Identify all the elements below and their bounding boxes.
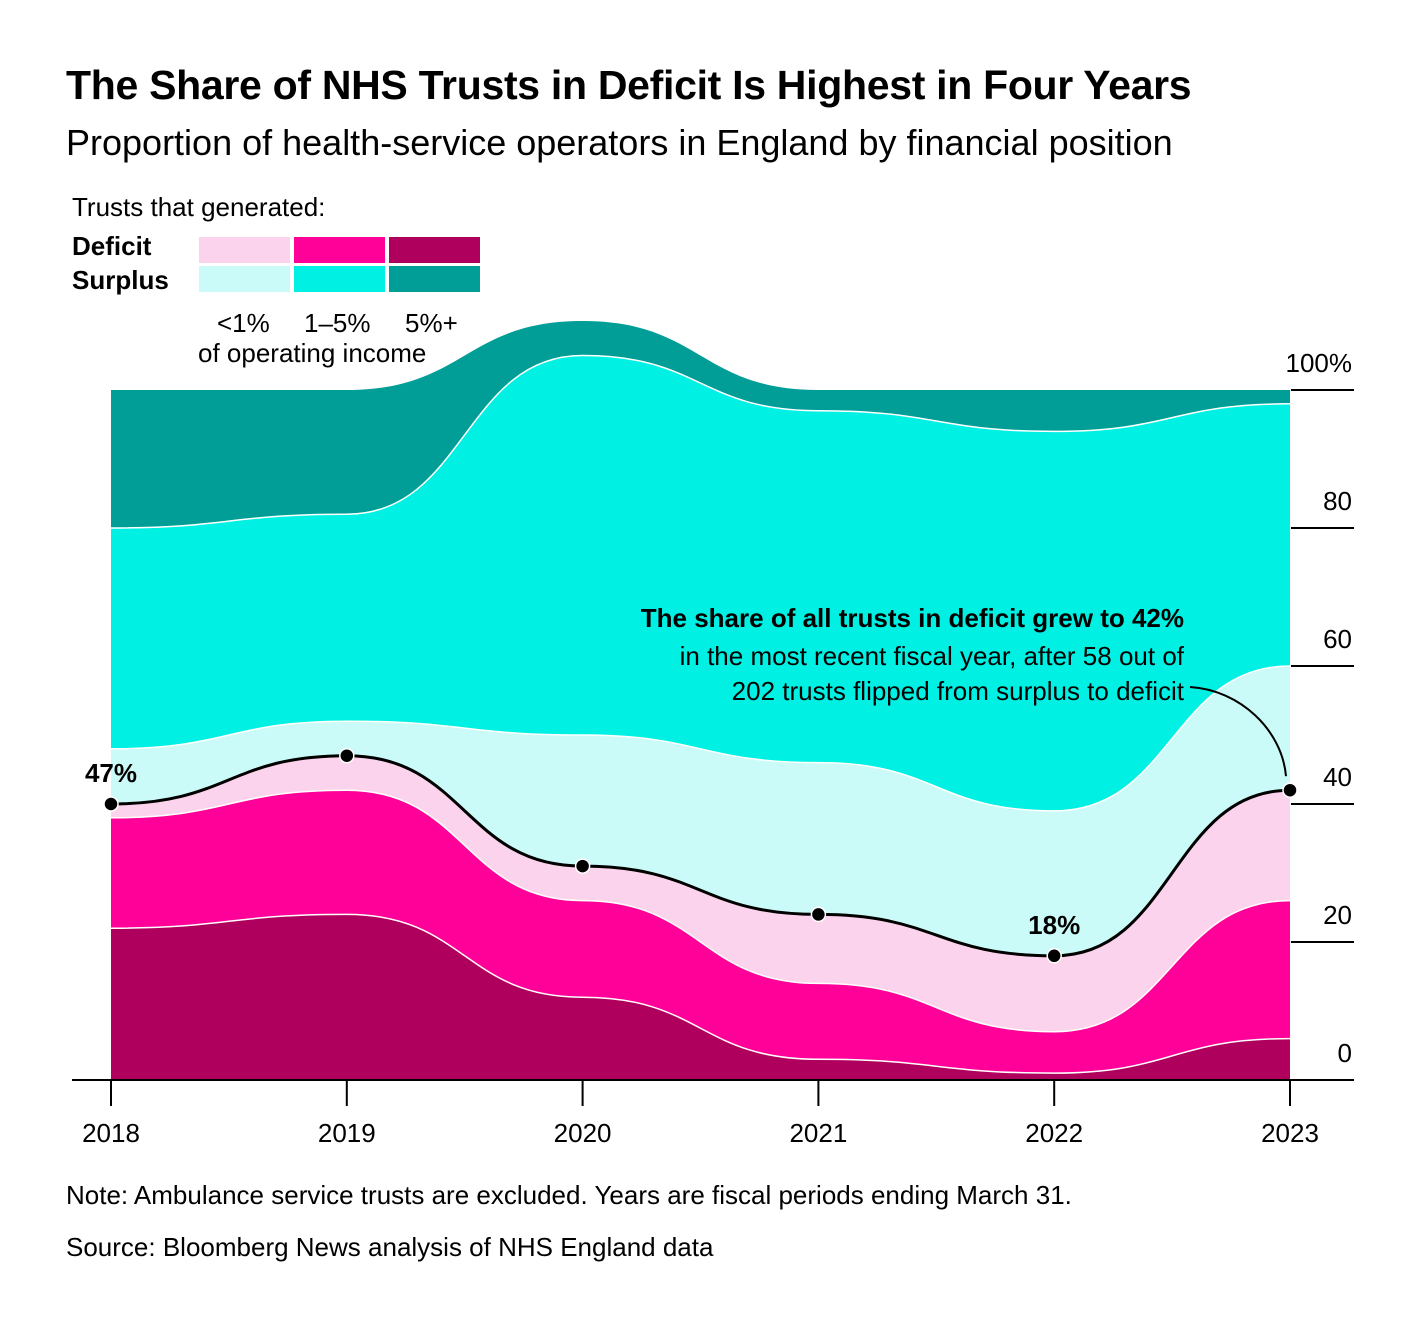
legend-surplus-label: Surplus bbox=[72, 265, 169, 295]
deficit-point bbox=[1282, 782, 1298, 798]
legend-band-1-5: 1–5% bbox=[304, 308, 371, 338]
area-surplus-1-5- bbox=[111, 355, 1290, 811]
deficit-point bbox=[103, 796, 119, 812]
swatch-deficit-under-1 bbox=[199, 237, 290, 263]
y-tick-label: 20 bbox=[1323, 900, 1352, 930]
x-tick-label: 2019 bbox=[318, 1118, 376, 1148]
area-surplus-1- bbox=[111, 666, 1290, 956]
band-boundary bbox=[110, 665, 1291, 812]
legend-deficit-label: Deficit bbox=[72, 231, 152, 261]
deficit-point bbox=[1046, 948, 1062, 964]
swatch-deficit-5-plus bbox=[389, 237, 480, 263]
legend-band-under-1: <1% bbox=[217, 308, 270, 338]
y-tick-label: 0 bbox=[1338, 1038, 1352, 1068]
legend-heading: Trusts that generated: bbox=[72, 192, 326, 222]
x-tick-label: 2021 bbox=[789, 1118, 847, 1148]
area-deficit-1-5- bbox=[111, 790, 1290, 1074]
deficit-point bbox=[574, 858, 591, 874]
annotation-leader-line bbox=[1189, 686, 1287, 777]
legend-unit: of operating income bbox=[198, 338, 427, 368]
x-tick-label: 2022 bbox=[1025, 1118, 1083, 1148]
chart-title: The Share of NHS Trusts in Deficit Is Hi… bbox=[66, 62, 1192, 108]
deficit-point bbox=[339, 747, 355, 764]
swatch-deficit-1-5 bbox=[294, 237, 385, 263]
annotation-heading: The share of all trusts in deficit grew … bbox=[641, 603, 1184, 633]
band-boundary bbox=[110, 913, 1291, 1074]
area-deficit-1- bbox=[111, 755, 1290, 1032]
y-tick-label: 40 bbox=[1323, 762, 1352, 792]
band-boundary bbox=[110, 789, 1291, 1033]
area-deficit-5- bbox=[111, 914, 1290, 1080]
annotation-line: in the most recent fiscal year, after 58… bbox=[680, 641, 1185, 671]
x-tick-label: 2018 bbox=[82, 1118, 140, 1148]
swatch-surplus-under-1 bbox=[199, 266, 290, 292]
deficit-point-label: 18% bbox=[1028, 910, 1080, 940]
annotation-line: 202 trusts flipped from surplus to defic… bbox=[732, 676, 1185, 706]
swatch-surplus-5-plus bbox=[389, 266, 480, 292]
chart-source: Source: Bloomberg News analysis of NHS E… bbox=[66, 1232, 714, 1262]
chart-note: Note: Ambulance service trusts are exclu… bbox=[66, 1180, 1072, 1210]
y-tick-label: 60 bbox=[1323, 624, 1352, 654]
legend-band-5-plus: 5%+ bbox=[405, 308, 458, 338]
area-surplus-5- bbox=[111, 321, 1290, 528]
y-tick-label: 100% bbox=[1286, 348, 1353, 378]
x-tick-label: 2023 bbox=[1261, 1118, 1319, 1148]
chart-subtitle: Proportion of health-service operators i… bbox=[66, 122, 1173, 163]
swatch-surplus-1-5 bbox=[294, 266, 385, 292]
total-deficit-line bbox=[110, 754, 1291, 958]
x-tick-label: 2020 bbox=[554, 1118, 612, 1148]
band-boundary bbox=[110, 354, 1291, 529]
deficit-point-label: 47% bbox=[85, 758, 137, 788]
y-tick-label: 80 bbox=[1323, 486, 1352, 516]
deficit-point bbox=[810, 906, 827, 923]
